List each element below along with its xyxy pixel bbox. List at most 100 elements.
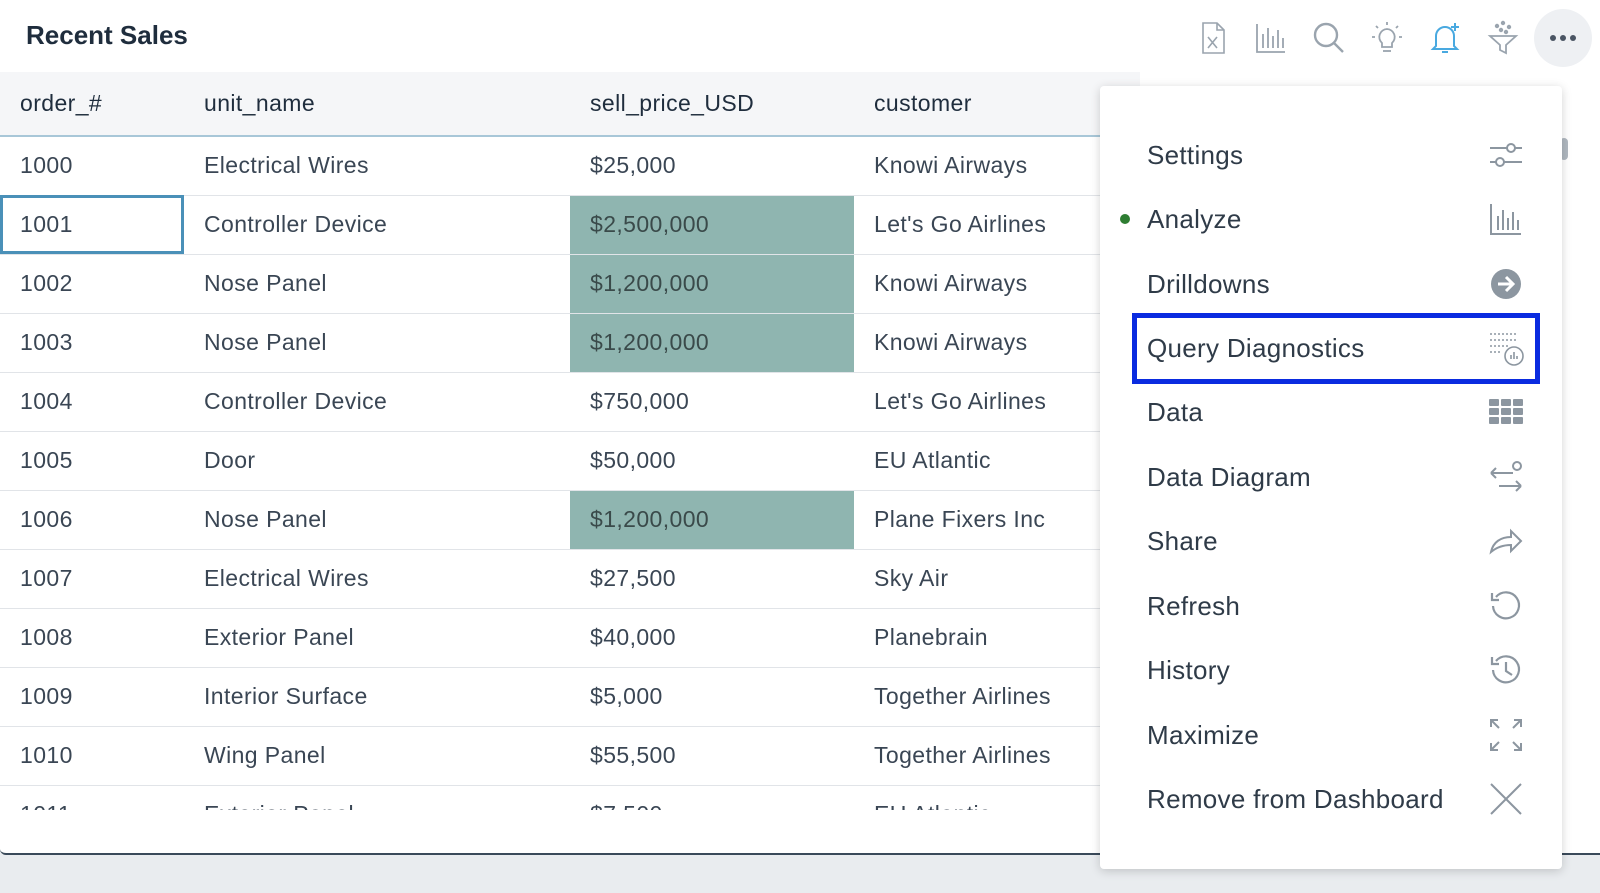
cell-sell-price-highlighted[interactable]: $1,200,000 [570, 490, 854, 549]
cell-customer[interactable]: Together Airlines [874, 742, 1051, 768]
cell-order[interactable]: 1009 [20, 683, 73, 709]
cell-customer[interactable]: Knowi Airways [874, 152, 1028, 179]
menu-item-label: Refresh [1147, 590, 1241, 621]
cell-sell-price-highlighted[interactable]: $2,500,000 [570, 195, 854, 254]
menu-item-refresh[interactable]: Refresh [1100, 574, 1562, 638]
menu-item-share[interactable]: Share [1100, 509, 1562, 573]
menu-item-analyze[interactable]: Analyze [1100, 187, 1562, 251]
cell-customer[interactable]: Together Airlines [874, 683, 1051, 709]
analyze-chart-icon [1486, 199, 1526, 239]
cell-customer[interactable]: EU Atlantic [874, 447, 991, 473]
analyze-chart-icon[interactable] [1242, 9, 1300, 67]
cell-unit-name[interactable]: Door [204, 447, 256, 473]
cell-unit-name[interactable]: Controller Device [204, 388, 388, 414]
cell-order[interactable]: 1010 [20, 742, 73, 768]
cell-order[interactable]: 1008 [20, 624, 73, 650]
cell-order[interactable]: 1011 [0, 785, 184, 810]
cell-sell-price-highlighted[interactable]: $1,200,000 [570, 254, 854, 313]
insights-bulb-icon[interactable] [1358, 9, 1416, 67]
menu-item-history[interactable]: History [1100, 638, 1562, 702]
cell-order-selected[interactable]: 1001 [0, 195, 184, 254]
menu-item-maximize[interactable]: Maximize [1100, 703, 1562, 767]
menu-item-data-diagram[interactable]: Data Diagram [1100, 445, 1562, 509]
cell-customer[interactable]: Let's Go Airlines [874, 211, 1047, 237]
refresh-icon [1486, 586, 1526, 626]
more-icon[interactable] [1534, 9, 1592, 67]
table-scrollbar[interactable] [1560, 138, 1568, 160]
column-header-customer[interactable]: customer [874, 90, 972, 116]
cell-customer[interactable]: EU Atlantic [854, 785, 1140, 810]
cell-sell-price[interactable]: $50,000 [590, 447, 676, 473]
sales-table: order_# unit_name sell_price_USD custome… [0, 72, 1140, 810]
cell-order[interactable]: 1002 [20, 270, 73, 296]
widget-title: Recent Sales [26, 20, 188, 50]
menu-item-label: Remove from Dashboard [1147, 783, 1444, 814]
menu-item-label: Query Diagnostics [1147, 332, 1365, 363]
table-row: 1003 Nose Panel $1,200,000 Knowi Airways [0, 313, 1140, 372]
cell-customer[interactable]: Knowi Airways [874, 270, 1028, 296]
cell-unit-name[interactable]: Wing Panel [204, 742, 326, 768]
column-header-order[interactable]: order_# [20, 90, 103, 116]
cell-customer[interactable]: Let's Go Airlines [874, 388, 1047, 414]
settings-sliders-icon [1486, 135, 1526, 175]
cell-unit-name[interactable]: Nose Panel [204, 506, 327, 532]
cell-customer[interactable]: Plane Fixers Inc [874, 506, 1046, 532]
menu-item-label: Maximize [1147, 719, 1260, 750]
cell-order[interactable]: 1004 [20, 388, 73, 414]
column-header-unit-name[interactable]: unit_name [204, 90, 316, 116]
share-arrow-icon [1486, 521, 1526, 561]
table-row: 1009 Interior Surface $5,000 Together Ai… [0, 667, 1140, 726]
column-header-sell-price[interactable]: sell_price_USD [590, 90, 755, 116]
close-icon [1486, 779, 1526, 819]
active-indicator-dot [1120, 214, 1130, 224]
menu-item-label: Share [1147, 525, 1218, 556]
cell-sell-price[interactable]: $25,000 [590, 152, 676, 179]
cell-sell-price[interactable]: $5,000 [590, 683, 663, 709]
menu-item-remove-from-dashboard[interactable]: Remove from Dashboard [1100, 767, 1562, 831]
table-row: 1001 Controller Device $2,500,000 Let's … [0, 195, 1140, 254]
cell-sell-price[interactable]: $55,500 [590, 742, 676, 768]
cell-sell-price-highlighted[interactable]: $1,200,000 [570, 313, 854, 372]
table-row: 1007 Electrical Wires $27,500 Sky Air [0, 549, 1140, 608]
cell-customer[interactable]: Sky Air [874, 565, 949, 591]
cell-unit-name[interactable]: Exterior Panel [184, 785, 570, 810]
cell-order[interactable]: 1005 [20, 447, 73, 473]
menu-item-drilldowns[interactable]: Drilldowns [1100, 252, 1562, 316]
cell-sell-price[interactable]: $40,000 [590, 624, 676, 650]
cell-customer[interactable]: Planebrain [874, 624, 988, 650]
table-row: 1000 Electrical Wires $25,000 Knowi Airw… [0, 136, 1140, 195]
data-grid-icon [1486, 392, 1526, 432]
filter-icon[interactable] [1474, 9, 1532, 67]
cell-order[interactable]: 1000 [20, 152, 73, 179]
cell-sell-price[interactable]: $7,500 [570, 785, 854, 810]
cell-sell-price[interactable]: $27,500 [590, 565, 676, 591]
menu-item-query-diagnostics[interactable]: Query Diagnostics [1100, 313, 1562, 384]
cell-order[interactable]: 1007 [20, 565, 73, 591]
cell-unit-name[interactable]: Interior Surface [204, 683, 368, 709]
cell-unit-name[interactable]: Nose Panel [204, 329, 327, 355]
cell-unit-name[interactable]: Controller Device [204, 211, 388, 237]
menu-item-data[interactable]: Data [1100, 380, 1562, 444]
table-row: 1008 Exterior Panel $40,000 Planebrain [0, 608, 1140, 667]
cell-unit-name[interactable]: Electrical Wires [204, 565, 369, 591]
cell-order[interactable]: 1003 [20, 329, 73, 355]
cell-unit-name[interactable]: Nose Panel [204, 270, 327, 296]
cell-sell-price[interactable]: $750,000 [590, 388, 690, 414]
menu-item-label: History [1147, 654, 1230, 685]
menu-item-label: Settings [1147, 139, 1244, 170]
search-icon[interactable] [1300, 9, 1358, 67]
alert-bell-icon[interactable] [1416, 9, 1474, 67]
cell-unit-name[interactable]: Exterior Panel [204, 624, 355, 650]
excel-export-icon[interactable] [1184, 9, 1242, 67]
menu-item-settings[interactable]: Settings [1100, 123, 1562, 187]
table-header-row: order_# unit_name sell_price_USD custome… [0, 72, 1140, 136]
sales-table-container[interactable]: order_# unit_name sell_price_USD custome… [0, 72, 1140, 810]
cell-customer[interactable]: Knowi Airways [874, 329, 1028, 355]
cell-order[interactable]: 1006 [20, 506, 73, 532]
cell-unit-name[interactable]: Electrical Wires [204, 152, 369, 179]
menu-item-label: Drilldowns [1147, 268, 1270, 299]
menu-item-label: Data [1147, 396, 1204, 427]
arrow-right-circle-icon [1486, 264, 1526, 304]
widget-header: Recent Sales [0, 0, 1600, 72]
data-diagram-icon [1486, 457, 1526, 497]
